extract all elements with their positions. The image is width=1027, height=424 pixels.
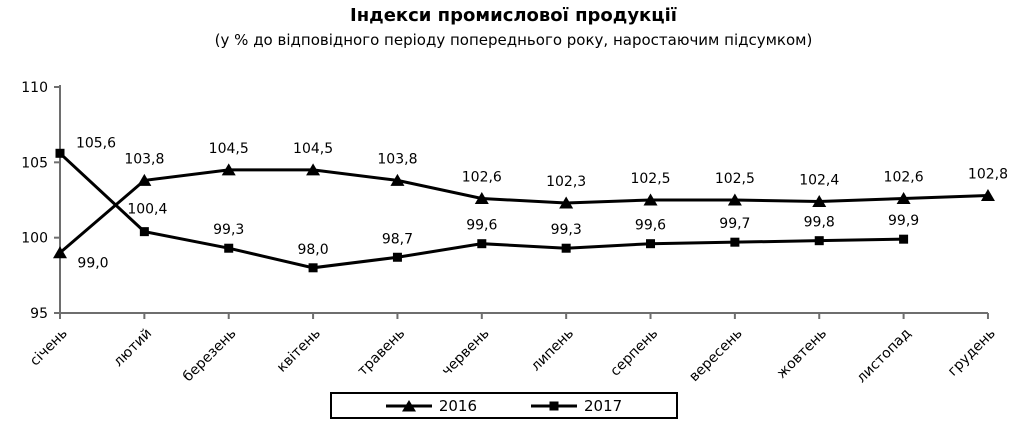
series-2016-marker: [474, 191, 489, 204]
series-2016-data-label: 104,5: [209, 141, 249, 157]
series-2017-data-label: 99,3: [213, 222, 244, 238]
x-axis-label: січень: [27, 326, 71, 370]
series-2017-marker: [224, 243, 234, 253]
x-axis-label: лютий: [111, 326, 156, 371]
y-tick-label: 95: [30, 306, 48, 322]
series-2016-marker: [812, 195, 827, 208]
series-2016-data-label: 102,6: [884, 169, 924, 185]
series-2017-marker: [55, 148, 65, 158]
legend-label-2016: 2016: [438, 396, 477, 415]
x-axis-label: жовтень: [774, 326, 830, 382]
series-2017-data-label: 99,6: [466, 218, 497, 234]
x-axis-label: березень: [180, 326, 240, 386]
series-2017-marker: [646, 239, 656, 249]
series-2017-marker: [477, 239, 487, 249]
series-2017-marker: [730, 237, 740, 247]
series-2017-data-label: 100,4: [127, 202, 167, 218]
legend: 2016 2017: [330, 392, 678, 419]
y-tick-label: 105: [21, 155, 48, 171]
series-2017-marker: [392, 252, 402, 262]
series-2016-marker: [643, 193, 658, 206]
series-2017-data-label: 98,7: [382, 231, 413, 247]
series-2017-marker: [308, 263, 318, 273]
chart-subtitle: (у % до відповідного періоду попередньог…: [214, 31, 813, 49]
series-2017-data-label: 99,3: [551, 222, 582, 238]
series-2016-data-label: 102,3: [546, 174, 586, 190]
series-2017-data-label: 98,0: [297, 242, 328, 258]
x-axis-label: липень: [528, 326, 577, 375]
square-marker-icon: [531, 401, 577, 410]
x-axis-label: листопад: [854, 326, 915, 387]
legend-item-2016: 2016: [385, 396, 477, 415]
legend-item-2017: 2017: [531, 397, 622, 415]
series-2016-marker: [896, 191, 911, 204]
series-2017-data-label: 99,6: [635, 218, 666, 234]
x-axis-label: грудень: [945, 326, 999, 380]
series-2017-data-label: 99,8: [804, 215, 835, 231]
x-axis-label: квітень: [274, 326, 324, 376]
x-axis-label: вересень: [686, 326, 745, 385]
series-2017-marker: [814, 236, 824, 246]
series-2016-data-label: 102,6: [462, 169, 502, 185]
y-tick-label: 100: [21, 231, 48, 247]
series-2016-marker: [390, 173, 405, 186]
series-2016-data-label: 102,8: [968, 166, 1008, 182]
series-2016-data-label: 103,8: [124, 151, 164, 167]
legend-label-2017: 2017: [584, 396, 623, 415]
series-2016-marker: [306, 163, 321, 176]
x-axis-label: червень: [439, 326, 493, 380]
series-2016-marker: [53, 246, 67, 259]
y-tick-label: 110: [21, 80, 48, 96]
series-2017-data-label: 99,9: [888, 213, 919, 229]
series-2016-marker: [727, 193, 742, 206]
series-2016-marker: [980, 188, 995, 201]
series-2016-line: [59, 168, 989, 254]
series-2016-data-label: 102,5: [630, 171, 670, 187]
series-2016-data-label: 99,0: [77, 256, 108, 272]
series-2016-data-label: 103,8: [377, 151, 417, 167]
series-2016-data-label: 104,5: [293, 141, 333, 157]
series-2017-marker: [561, 243, 571, 253]
series-2017-marker: [139, 227, 149, 237]
series-2016-marker: [559, 196, 574, 209]
triangle-marker-icon: [385, 399, 432, 411]
series-2016-data-label: 102,5: [715, 171, 755, 187]
chart-title: Індекси промислової продукції: [350, 5, 677, 26]
series-2017-marker: [899, 234, 909, 244]
series-2016-marker: [137, 173, 152, 186]
series-2016-marker: [221, 163, 236, 176]
x-axis-label: травень: [355, 326, 409, 380]
series-2017-data-label: 99,7: [719, 216, 750, 232]
series-2017-data-label: 105,6: [76, 135, 116, 151]
series-2016-data-label: 102,4: [799, 173, 839, 189]
x-axis-label: серпень: [607, 326, 661, 380]
